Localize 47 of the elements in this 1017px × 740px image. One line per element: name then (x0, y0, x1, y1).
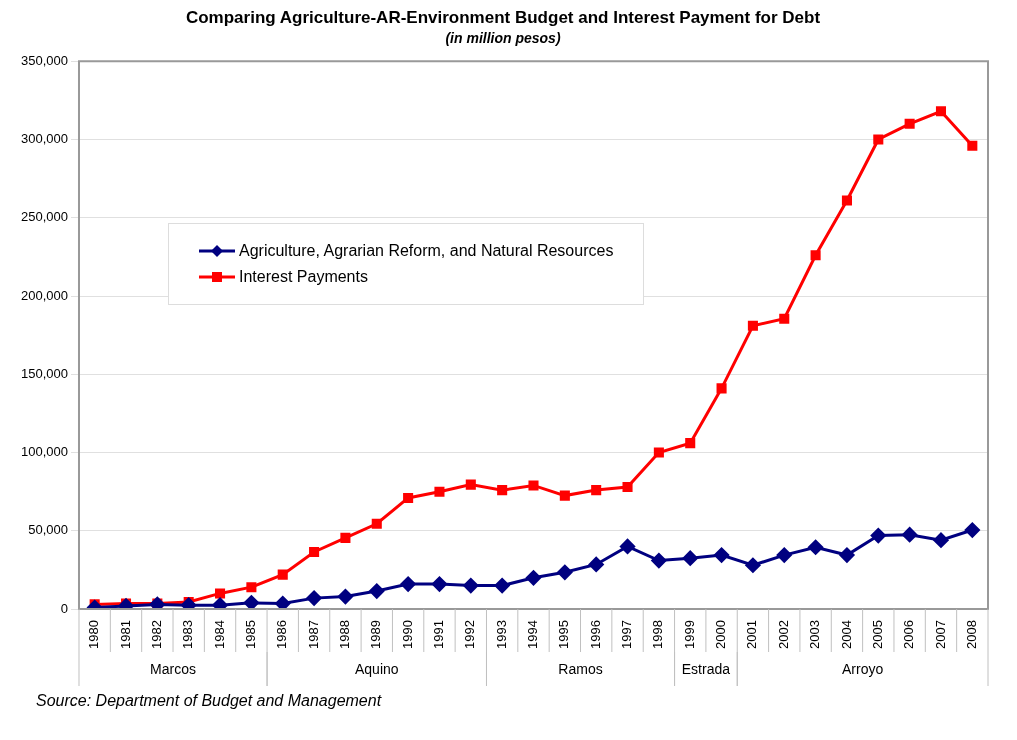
text: Aquino (354, 660, 399, 677)
x-tick-label: 1984 (211, 620, 227, 649)
x-tick-label: 1987 (305, 620, 321, 649)
x-tick-label: 1990 (399, 620, 415, 649)
chart-title: Comparing Agriculture-AR-Environment Budget and Interest Payment for Debt (185, 7, 821, 27)
x-tick-label: 2006 (901, 620, 917, 649)
x-tick-label: 1988 (337, 620, 352, 649)
x-tick-label: 2004 (838, 620, 854, 649)
x-tick-label: 2002 (775, 620, 791, 649)
x-tick-label: 1996 (587, 620, 603, 649)
x-tick-label: 1995 (556, 620, 572, 649)
x-tick-label: 1998 (650, 620, 666, 649)
y-tick-label: 0 (60, 600, 68, 616)
text: Marcos (150, 660, 196, 677)
x-tick-label: 1992 (462, 620, 478, 649)
x-tick-label: 1982 (148, 620, 164, 649)
x-tick-label: 2003 (807, 620, 823, 649)
chart-subtitle: (in million pesos) (445, 29, 561, 46)
x-tick-label: 2005 (869, 620, 885, 649)
y-tick-label: 350,000 (20, 52, 68, 68)
x-tick-label: 1994 (525, 620, 541, 649)
y-tick-label: 50,000 (28, 522, 68, 538)
x-tick-label: 2007 (932, 620, 948, 649)
text: Arroyo (842, 660, 884, 677)
x-tick-label: 1980 (86, 620, 102, 649)
source-note: Source: Department of Budget and Management (36, 692, 383, 710)
x-tick-label: 1985 (242, 620, 258, 649)
x-tick-label: 2000 (713, 620, 729, 649)
x-tick-label: 2001 (744, 620, 760, 649)
x-tick-label: 1999 (681, 620, 697, 649)
y-tick-label: 250,000 (20, 209, 68, 225)
x-tick-label: 1991 (431, 620, 447, 649)
x-tick-label: 1997 (619, 620, 635, 649)
legend-label: Interest Payments (239, 268, 368, 286)
x-tick-label: 1993 (493, 620, 509, 649)
y-tick-label: 300,000 (20, 131, 68, 147)
x-tick-label: 1986 (274, 620, 290, 649)
x-tick-label: 1983 (180, 620, 196, 649)
x-tick-label: 1981 (117, 620, 133, 649)
y-tick-label: 200,000 (20, 287, 68, 303)
text: Estrada (681, 660, 731, 677)
x-tick-label: 1989 (368, 620, 384, 649)
y-tick-label: 150,000 (20, 365, 68, 381)
y-tick-label: 100,000 (20, 444, 68, 460)
text: Ramos (558, 660, 603, 677)
x-tick-label: 2008 (963, 620, 979, 649)
legend-label: Agriculture, Agrarian Reform, and Natural Resources (239, 242, 614, 260)
